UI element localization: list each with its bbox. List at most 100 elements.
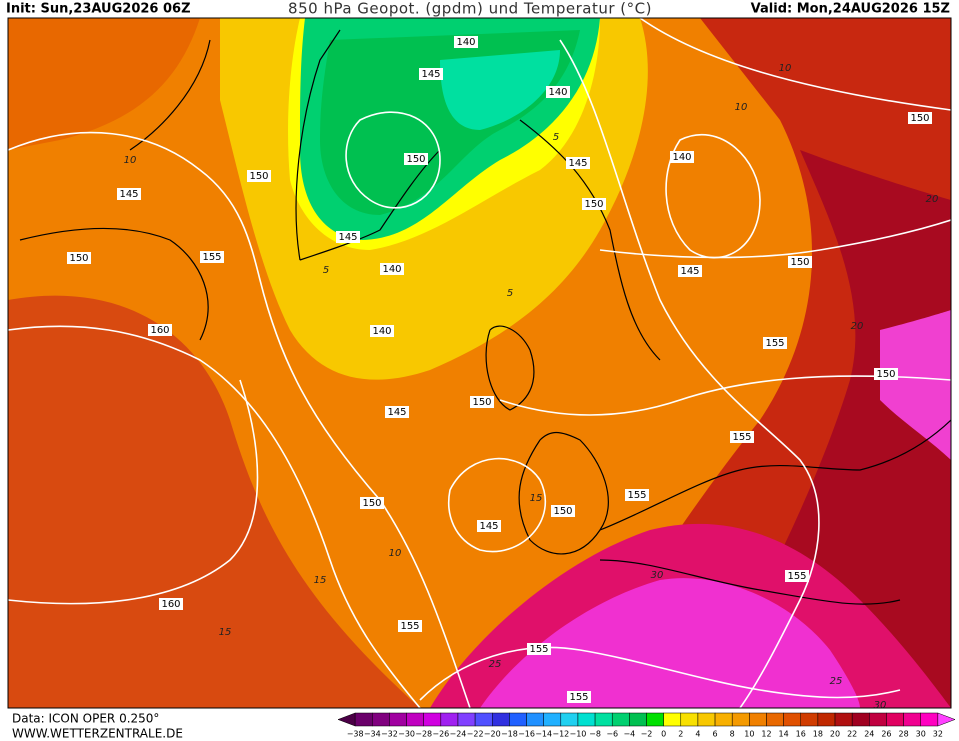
- map-title: 850 hPa Geopot. (gpdm) und Temperatur (°…: [288, 0, 652, 18]
- height-label: 155: [569, 692, 588, 703]
- colorbar-swatch: [851, 712, 870, 727]
- colorbar-swatch: [611, 712, 630, 727]
- height-label: 140: [672, 152, 691, 163]
- height-label: 145: [568, 158, 587, 169]
- colorbar-swatch: [474, 712, 493, 727]
- colorbar-label: 30: [916, 730, 926, 739]
- colorbar-label: −8: [589, 730, 601, 739]
- height-label: 150: [584, 199, 603, 210]
- isoline: [448, 457, 547, 553]
- height-label-box: [678, 265, 702, 277]
- colorbar-swatch: [646, 712, 664, 727]
- height-label-box: [625, 489, 649, 501]
- temperature-label: 20: [851, 321, 864, 332]
- colorbar-swatch: [560, 712, 579, 727]
- colorbar-swatch: [509, 712, 527, 727]
- temperature-label: 15: [530, 493, 543, 504]
- colorbar-label: 22: [847, 730, 857, 739]
- height-label-box: [380, 263, 404, 275]
- colorbar-label: 8: [730, 730, 735, 739]
- temperature-label: 10: [389, 548, 402, 559]
- colorbar-swatch: [869, 712, 887, 727]
- isoline: [8, 131, 471, 708]
- height-label: 150: [790, 257, 809, 268]
- colorbar-label: −6: [606, 730, 618, 739]
- temperature-label: 10: [779, 63, 792, 74]
- temperature-label: 5: [553, 132, 559, 143]
- colorbar-swatch: [423, 712, 442, 727]
- site-url: WWW.WETTERZENTRALE.DE: [12, 727, 183, 741]
- colorbar-swatch: [697, 712, 716, 727]
- height-label-box: [67, 252, 91, 264]
- height-label-box: [159, 598, 183, 610]
- colorbar-swatch: [372, 712, 390, 727]
- warm-region: [8, 18, 200, 150]
- height-label-box: [567, 691, 591, 703]
- colorbar-label: −12: [552, 730, 569, 739]
- height-label-box: [908, 112, 932, 124]
- temperature-label: 10: [735, 102, 748, 113]
- greenland-coldest: [440, 50, 560, 130]
- height-label: 150: [249, 171, 268, 182]
- colorbar-label: −10: [569, 730, 586, 739]
- height-label-box: [730, 431, 754, 443]
- coastline: [19, 39, 211, 341]
- colorbar-swatch: [817, 712, 836, 727]
- height-label-box: [398, 620, 422, 632]
- temperature-label: 15: [314, 575, 327, 586]
- colorbar-swatch: [920, 712, 939, 727]
- colorbar-swatch: [354, 712, 373, 727]
- height-label-box: [404, 153, 428, 165]
- colorbar-label: −30: [398, 730, 415, 739]
- height-label-box: [200, 251, 224, 263]
- temperature-label: 15: [219, 627, 232, 638]
- data-source: Data: ICON OPER 0.250°: [12, 712, 159, 726]
- colorbar-swatch: [886, 712, 904, 727]
- colorbar-arrow: [937, 712, 956, 727]
- colorbar-label: −22: [467, 730, 484, 739]
- height-label: 140: [548, 87, 567, 98]
- colorbar-swatch: [440, 712, 459, 727]
- valid-time: Valid: Mon,24AUG2026 15Z: [751, 2, 950, 17]
- colorbar-swatch: [492, 712, 510, 727]
- colorbar-label: 0: [661, 730, 666, 739]
- temperature-label: 25: [830, 676, 843, 687]
- height-label: 155: [202, 252, 221, 263]
- height-label-box: [385, 406, 409, 418]
- colorbar-swatch: [903, 712, 921, 727]
- colorbar-label: 28: [898, 730, 908, 739]
- very-hot-region: [700, 150, 951, 708]
- height-label-box: [551, 505, 575, 517]
- colorbar-label: 20: [830, 730, 840, 739]
- isoline: [599, 219, 951, 259]
- colorbar-label: −16: [518, 730, 535, 739]
- temperature-label: 10: [124, 155, 137, 166]
- isoline: [8, 325, 421, 708]
- colorbar-swatch: [714, 712, 733, 727]
- isoline: [419, 646, 901, 701]
- colorbar-swatch: [800, 712, 819, 727]
- height-label-box: [336, 231, 360, 243]
- height-label: 145: [119, 189, 138, 200]
- colorbar-label: −34: [364, 730, 381, 739]
- height-label-box: [148, 324, 172, 336]
- height-label-box: [419, 68, 443, 80]
- height-label-box: [470, 396, 494, 408]
- colorbar-swatch: [457, 712, 476, 727]
- temperature-label: 5: [323, 265, 329, 276]
- colorbar-swatch: [834, 712, 853, 727]
- height-label-box: [527, 643, 551, 655]
- coastline: [295, 29, 661, 361]
- height-label: 150: [362, 498, 381, 509]
- isoline: [345, 111, 441, 209]
- height-label-box: [546, 86, 570, 98]
- height-label: 155: [765, 338, 784, 349]
- colorbar-label: 32: [933, 730, 943, 739]
- colorbar-label: −20: [484, 730, 501, 739]
- colorbar-label: 14: [779, 730, 789, 739]
- colorbar-label: 6: [713, 730, 718, 739]
- temperature-label: 30: [874, 700, 887, 711]
- isoline: [639, 18, 951, 111]
- temperature-label: 25: [489, 659, 502, 670]
